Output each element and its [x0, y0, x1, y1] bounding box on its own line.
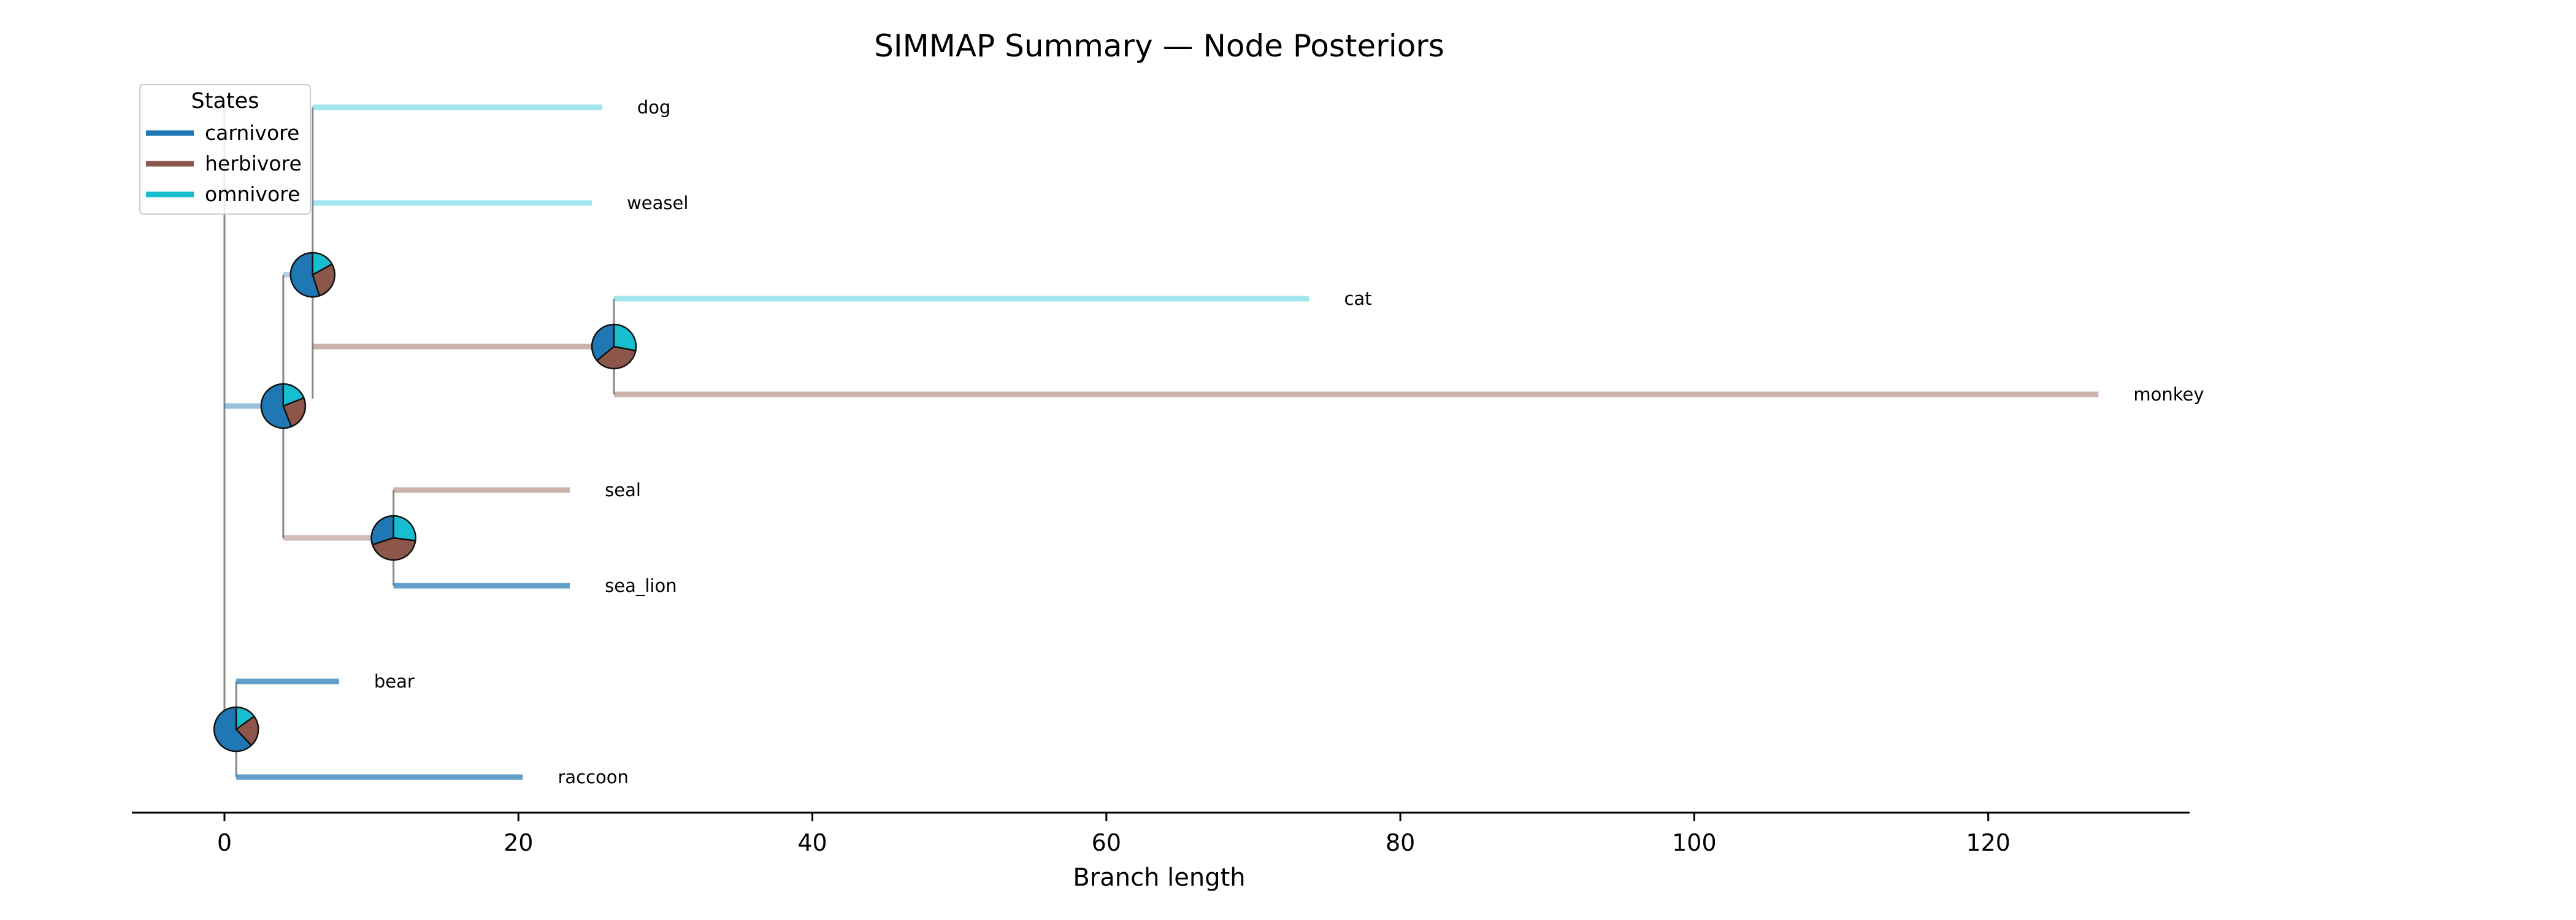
legend-label-carnivore: carnivore: [205, 121, 299, 145]
tip-label-seal: seal: [605, 480, 641, 500]
legend-label-herbivore: herbivore: [205, 151, 302, 175]
branches: [223, 104, 2099, 780]
pie-n_core: [260, 383, 307, 429]
x-axis-label: Branch length: [1073, 864, 1245, 892]
pie-n_cat_monkey: [591, 323, 637, 370]
pie-n_pinniped: [370, 515, 416, 561]
pie-slice-omnivore: [613, 323, 637, 352]
tip-label-raccoon: raccoon: [558, 767, 628, 788]
x-tick-label-60: 60: [1092, 829, 1121, 856]
tip-label-monkey: monkey: [2133, 384, 2204, 405]
pie-slice-herbivore: [596, 345, 637, 370]
x-axis: 0 20 40 60 80 100 120: [132, 811, 2190, 856]
x-tick-label-80: 80: [1386, 829, 1415, 856]
tip-label-bear: bear: [374, 671, 415, 692]
pie-slice-herbivore: [371, 537, 416, 561]
x-tick-label-20: 20: [504, 829, 533, 856]
node-pies: [213, 251, 637, 753]
tip-label-dog: dog: [637, 97, 671, 118]
pie-slice-omnivore: [312, 251, 334, 277]
legend: States carnivore herbivore omnivore: [139, 84, 311, 215]
pie-slice-carnivore: [260, 383, 293, 429]
tip-label-sea_lion: sea_lion: [605, 575, 677, 596]
legend-label-omnivore: omnivore: [205, 182, 300, 206]
pie-slice-carnivore: [213, 706, 253, 753]
tip-label-weasel: weasel: [627, 193, 688, 213]
pie-slice-omnivore: [235, 706, 256, 731]
legend-box: [139, 84, 311, 215]
legend-title: States: [191, 89, 259, 113]
pie-slice-carnivore: [370, 515, 394, 546]
pie-n_bear_raccoon: [213, 706, 259, 753]
chart-title: SIMMAP Summary — Node Posteriors: [874, 28, 1444, 64]
pie-n_dog_weasel: [289, 251, 335, 298]
pie-slice-herbivore: [282, 397, 307, 428]
tip-label-cat: cat: [1344, 288, 1372, 309]
pie-slice-carnivore: [591, 323, 615, 362]
x-tick-label-40: 40: [797, 829, 827, 856]
x-tick-label-100: 100: [1672, 829, 1717, 856]
pie-slice-herbivore: [235, 715, 259, 747]
x-tick-label-120: 120: [1966, 829, 2011, 856]
x-tick-label-0: 0: [217, 829, 232, 856]
pie-slice-omnivore: [393, 515, 416, 542]
pie-slice-omnivore: [282, 383, 305, 407]
